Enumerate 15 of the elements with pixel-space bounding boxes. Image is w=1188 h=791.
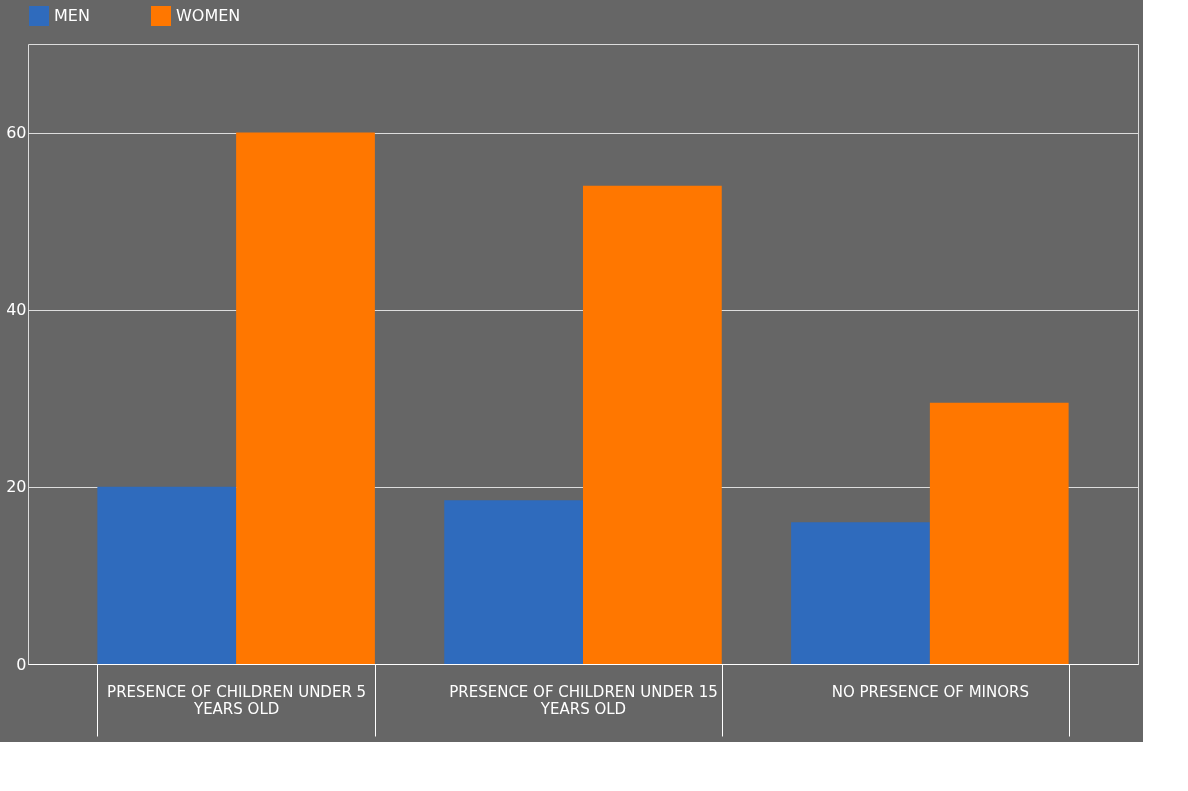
x-tick-label: NO PRESENCE OF MINORS	[831, 682, 1029, 701]
bar	[444, 500, 583, 664]
bar	[236, 132, 375, 664]
x-tick-label: PRESENCE OF CHILDREN UNDER 5 YEARS OLD	[107, 682, 367, 718]
bar	[97, 486, 237, 664]
y-tick-label: 40	[6, 300, 27, 320]
y-tick-label: 20	[6, 477, 27, 497]
bar	[929, 402, 1069, 664]
legend-label: MEN	[54, 6, 90, 25]
bar	[583, 185, 722, 664]
bar	[791, 522, 930, 664]
x-tick-label: PRESENCE OF CHILDREN UNDER 15 YEARS OLD	[449, 682, 718, 718]
legend-label: WOMEN	[176, 6, 241, 25]
y-tick-label: 0	[16, 654, 27, 674]
y-tick-label: 60	[6, 123, 27, 143]
